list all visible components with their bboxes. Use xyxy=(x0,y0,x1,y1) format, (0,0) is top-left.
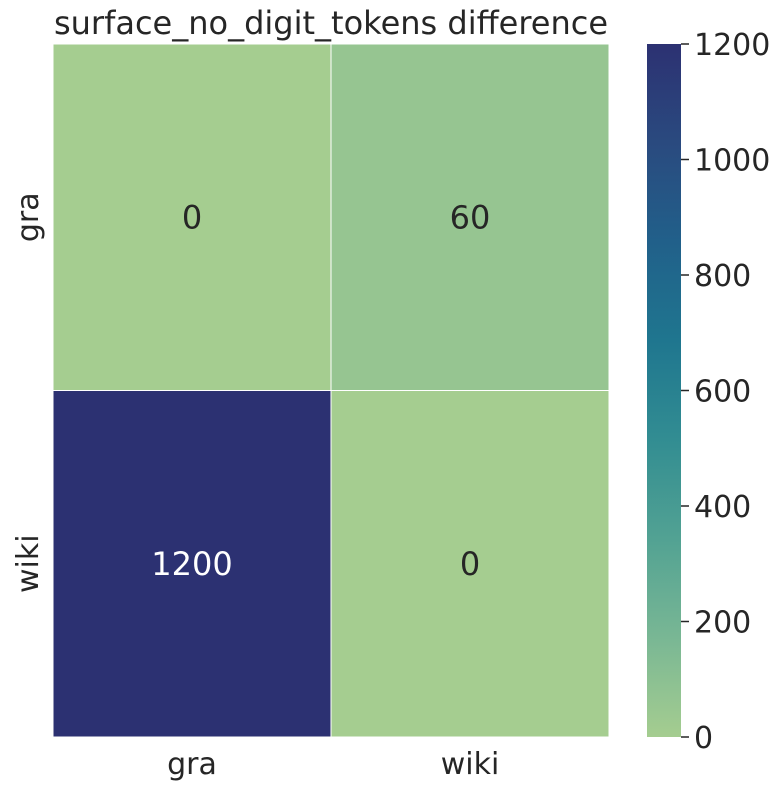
colorbar-tick-label: 1000 xyxy=(694,144,770,179)
x-tick-label: gra xyxy=(167,747,217,782)
heatmap-cell xyxy=(330,43,610,391)
x-axis-ticks: gra wiki xyxy=(167,747,499,782)
colorbar-tick-label: 1200 xyxy=(694,28,770,63)
y-tick-label: gra xyxy=(11,192,46,242)
colorbar-tick-label: 400 xyxy=(694,490,751,525)
chart-title: surface_no_digit_tokens difference xyxy=(54,4,608,42)
colorbar-tick-label: 600 xyxy=(694,375,751,410)
heatmap-cell xyxy=(330,390,610,738)
cell-value-label: 0 xyxy=(182,198,202,236)
cell-value-labels: 0 60 1200 0 xyxy=(151,198,490,583)
heatmap-cells xyxy=(52,43,610,738)
x-tick-label: wiki xyxy=(441,747,500,782)
heatmap-cell xyxy=(52,390,332,738)
colorbar-tick-label: 800 xyxy=(694,259,751,294)
y-axis-ticks: gra wiki xyxy=(11,192,46,593)
cell-value-label: 0 xyxy=(460,545,480,583)
y-tick-label: wiki xyxy=(11,534,46,593)
colorbar-tick-label: 200 xyxy=(694,606,751,641)
cell-value-label: 60 xyxy=(450,198,491,236)
colorbar-tick-label: 0 xyxy=(694,721,713,756)
colorbar xyxy=(647,44,681,737)
cell-value-label: 1200 xyxy=(151,545,232,583)
colorbar-ticks: 0 200 400 600 800 1000 1200 xyxy=(681,28,770,756)
heatmap-cell xyxy=(52,43,332,391)
